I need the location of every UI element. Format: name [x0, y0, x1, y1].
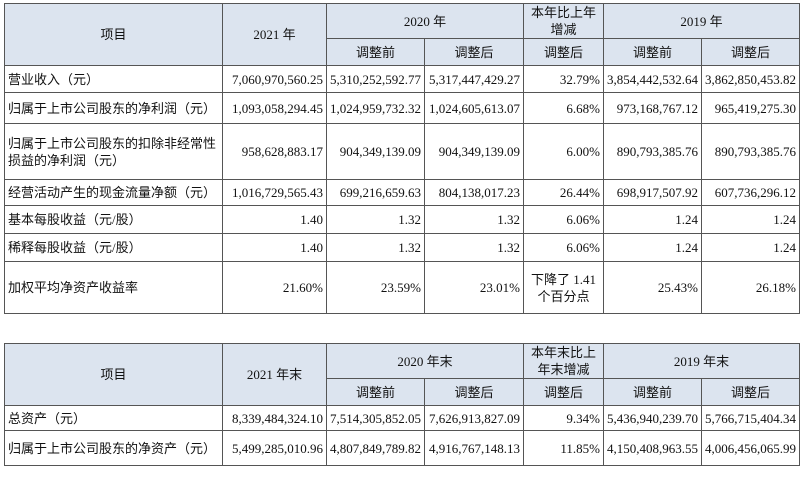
value-cell: 3,862,850,453.82: [701, 65, 800, 93]
value-cell: 6.68%: [523, 92, 604, 124]
value-cell: 1.32: [424, 205, 524, 234]
value-cell: 4,916,767,148.13: [424, 430, 524, 466]
value-cell: 904,349,139.09: [424, 123, 524, 180]
value-cell: 804,138,017.23: [424, 179, 524, 206]
row-label: 经营活动产生的现金流量净额（元）: [4, 179, 223, 206]
value-cell: 6.06%: [523, 205, 604, 234]
row: 归属于上市公司股东的扣除非经常性损益的净利润（元） 958,628,883.17 9…: [4, 123, 800, 180]
row: 加权平均净资产收益率 21.60% 23.59% 23.01% 下降了 1.41 个百分…: [4, 261, 800, 314]
header-cell: 项目: [4, 3, 223, 66]
subheader-cell: 调整前: [326, 378, 425, 406]
value-cell: 5,310,252,592.77: [326, 65, 425, 93]
subheader-cell: 调整后: [424, 378, 524, 406]
header-cell: 项目: [4, 343, 223, 406]
row: 营业收入（元） 7,060,970,560.25 5,310,252,592.77 5…: [4, 65, 800, 93]
value-cell: 1.24: [701, 205, 800, 234]
value-cell: 下降了 1.41 个百分点: [523, 261, 604, 314]
row: 总资产（元） 8,339,484,324.10 7,514,305,852.05 7,…: [4, 405, 800, 431]
subheader-cell: 调整前: [603, 38, 702, 66]
value-cell: 23.01%: [424, 261, 524, 314]
value-cell: 1.24: [603, 233, 702, 262]
table-main: 项目 2021 年 2020 年本年比上年增减 2019 年调整前 调整后 调整后 调整前调…: [4, 3, 800, 314]
value-cell: 973,168,767.12: [603, 92, 702, 124]
row-label: 营业收入（元）: [4, 65, 223, 93]
row: 项目 2021 年 2020 年本年比上年增减 2019 年: [4, 3, 800, 66]
value-cell: 890,793,385.76: [701, 123, 800, 180]
header-cell: 2020 年: [326, 3, 524, 39]
subheader-cell: 调整后: [523, 38, 604, 66]
value-cell: 1,016,729,565.43: [222, 179, 327, 206]
row: 基本每股收益（元/股） 1.40 1.32 1.32 6.06% 1.24 1.24: [4, 205, 800, 234]
row: 归属于上市公司股东的净资产（元） 5,499,285,010.96 4,807,84…: [4, 430, 800, 466]
value-cell: 7,060,970,560.25: [222, 65, 327, 93]
value-cell: 5,436,940,239.70: [603, 405, 702, 431]
row-label: 归属于上市公司股东的净资产（元）: [4, 430, 223, 466]
value-cell: 1,024,959,732.32: [326, 92, 425, 124]
value-cell: 1,093,058,294.45: [222, 92, 327, 124]
value-cell: 958,628,883.17: [222, 123, 327, 180]
value-cell: 1.24: [603, 205, 702, 234]
subheader-cell: 调整前: [603, 378, 702, 406]
row-label: 稀释每股收益（元/股）: [4, 233, 223, 262]
header-cell: 本年末比上年末增减: [523, 343, 604, 379]
value-cell: 5,499,285,010.96: [222, 430, 327, 466]
value-cell: 5,766,715,404.34: [701, 405, 800, 431]
value-cell: 1.32: [326, 233, 425, 262]
row: 项目 2021 年末 2020 年末 本年末比上年末增减 2019 年末: [4, 343, 800, 406]
value-cell: 23.59%: [326, 261, 425, 314]
subheader-cell: 调整后: [424, 38, 524, 66]
value-cell: 21.60%: [222, 261, 327, 314]
header-cell: 2020 年末: [326, 343, 524, 379]
subheader-cell: 调整前: [326, 38, 425, 66]
row: 调整前 调整后 调整后 调整前 调整后: [5, 38, 800, 66]
row: 调整前 调整后 调整后 调整前 调整后: [5, 378, 800, 406]
value-cell: 5,317,447,429.27: [424, 65, 524, 93]
value-cell: 1.24: [701, 233, 800, 262]
row: 经营活动产生的现金流量净额（元） 1,016,729,565.43 699,216,…: [4, 179, 800, 206]
value-cell: 607,736,296.12: [701, 179, 800, 206]
value-cell: 904,349,139.09: [326, 123, 425, 180]
subheader-cell: 调整后: [523, 378, 604, 406]
value-cell: 26.18%: [701, 261, 800, 314]
row-label: 加权平均净资产收益率: [4, 261, 223, 314]
row-label: 基本每股收益（元/股）: [4, 205, 223, 234]
value-cell: 6.06%: [523, 233, 604, 262]
value-cell: 3,854,442,532.64: [603, 65, 702, 93]
value-cell: 1.40: [222, 205, 327, 234]
row-label: 归属于上市公司股东的扣除非经常性损益的净利润（元）: [4, 123, 223, 180]
table-assets: 项目 2021 年末 2020 年末 本年末比上年末增减 2019 年末 调整前 调整后 调整…: [4, 343, 800, 466]
value-cell: 699,216,659.63: [326, 179, 425, 206]
header-cell: 2021 年末: [222, 343, 327, 406]
value-cell: 4,807,849,789.82: [326, 430, 425, 466]
value-cell: 26.44%: [523, 179, 604, 206]
row-label: 归属于上市公司股东的净利润（元）: [4, 92, 223, 124]
value-cell: 4,006,456,065.99: [701, 430, 800, 466]
value-cell: 25.43%: [603, 261, 702, 314]
value-cell: 8,339,484,324.10: [222, 405, 327, 431]
subheader-cell: 调整后: [701, 38, 800, 66]
value-cell: 1,024,605,613.07: [424, 92, 524, 124]
value-cell: 1.40: [222, 233, 327, 262]
value-cell: 890,793,385.76: [603, 123, 702, 180]
value-cell: 9.34%: [523, 405, 604, 431]
value-cell: 4,150,408,963.55: [603, 430, 702, 466]
value-cell: 1.32: [424, 233, 524, 262]
value-cell: 11.85%: [523, 430, 604, 466]
row-label: 总资产（元）: [4, 405, 223, 431]
header-cell: 2019 年: [603, 3, 800, 39]
value-cell: 32.79%: [523, 65, 604, 93]
header-cell: 2021 年: [222, 3, 327, 66]
value-cell: 7,626,913,827.09: [424, 405, 524, 431]
value-cell: 965,419,275.30: [701, 92, 800, 124]
row: 稀释每股收益（元/股） 1.40 1.32 1.32 6.06% 1.24 1.24: [4, 233, 800, 262]
row: 归属于上市公司股东的净利润（元） 1,093,058,294.45 1,024,95…: [4, 92, 800, 124]
header-cell: 2019 年末: [603, 343, 800, 379]
header-cell: 本年比上年增减: [523, 3, 604, 39]
value-cell: 698,917,507.92: [603, 179, 702, 206]
value-cell: 6.00%: [523, 123, 604, 180]
subheader-cell: 调整后: [701, 378, 800, 406]
value-cell: 7,514,305,852.05: [326, 405, 425, 431]
value-cell: 1.32: [326, 205, 425, 234]
